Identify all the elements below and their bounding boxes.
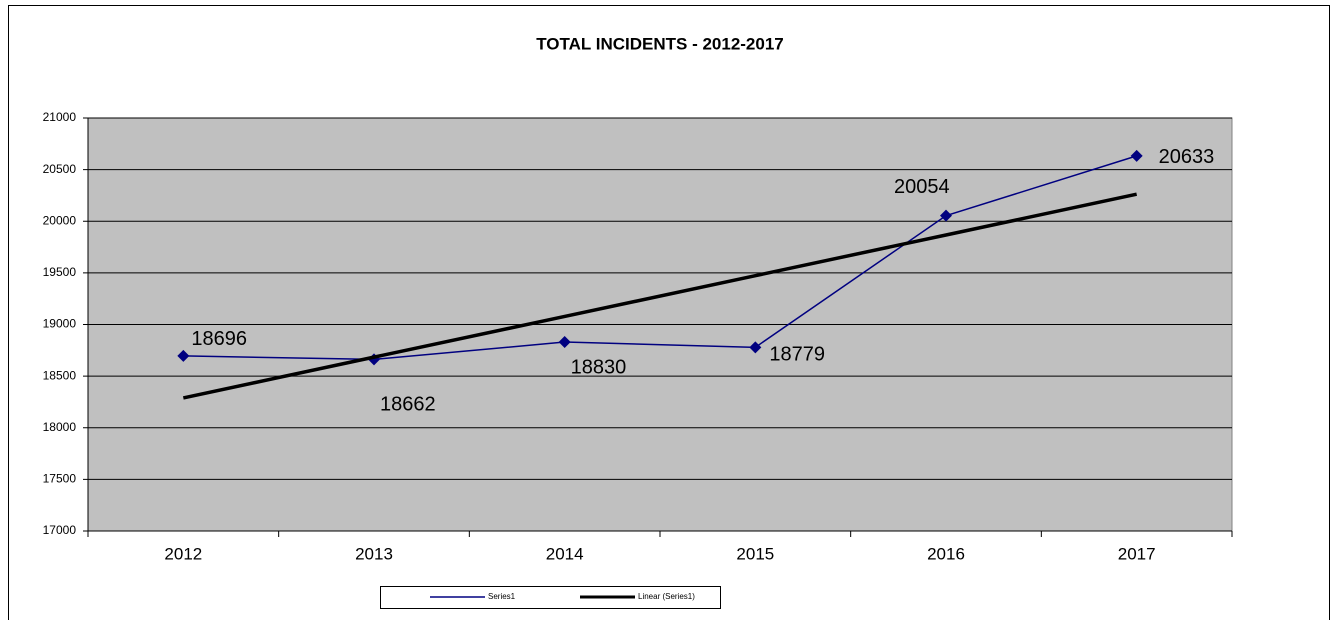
y-tick-label: 18000 xyxy=(43,420,77,434)
y-tick-label: 17000 xyxy=(43,523,77,537)
legend-box xyxy=(380,586,721,609)
marker xyxy=(1130,149,1143,162)
series-line xyxy=(183,155,1137,361)
data-label: 18830 xyxy=(571,356,627,378)
x-tick-label: 2014 xyxy=(546,544,584,563)
x-tick-label: 2012 xyxy=(164,544,202,563)
x-tick-label: 2017 xyxy=(1118,544,1156,563)
marker xyxy=(749,341,762,354)
y-tick-label: 18500 xyxy=(43,368,77,382)
legend-label: Series1 xyxy=(488,592,516,601)
marker xyxy=(177,349,190,362)
trend-line xyxy=(182,192,1138,400)
y-tick-label: 17500 xyxy=(43,472,77,486)
x-tick-label: 2015 xyxy=(736,544,774,563)
x-tick-label: 2013 xyxy=(355,544,393,563)
legend-label: Linear (Series1) xyxy=(638,592,695,601)
y-tick-label: 20500 xyxy=(43,162,77,176)
data-label: 18779 xyxy=(769,344,825,366)
data-label: 18662 xyxy=(380,394,436,416)
y-tick-label: 21000 xyxy=(43,110,77,124)
chart-title: TOTAL INCIDENTS - 2012-2017 xyxy=(536,34,784,53)
y-tick-label: 19500 xyxy=(43,265,77,279)
x-tick-label: 2016 xyxy=(927,544,965,563)
marker xyxy=(558,336,571,349)
marker xyxy=(940,209,952,222)
y-tick-label: 20000 xyxy=(43,213,77,227)
data-label: 20633 xyxy=(1159,146,1215,168)
data-label: 20054 xyxy=(894,176,950,198)
y-tick-label: 19000 xyxy=(43,317,77,331)
data-label: 18696 xyxy=(191,328,247,350)
